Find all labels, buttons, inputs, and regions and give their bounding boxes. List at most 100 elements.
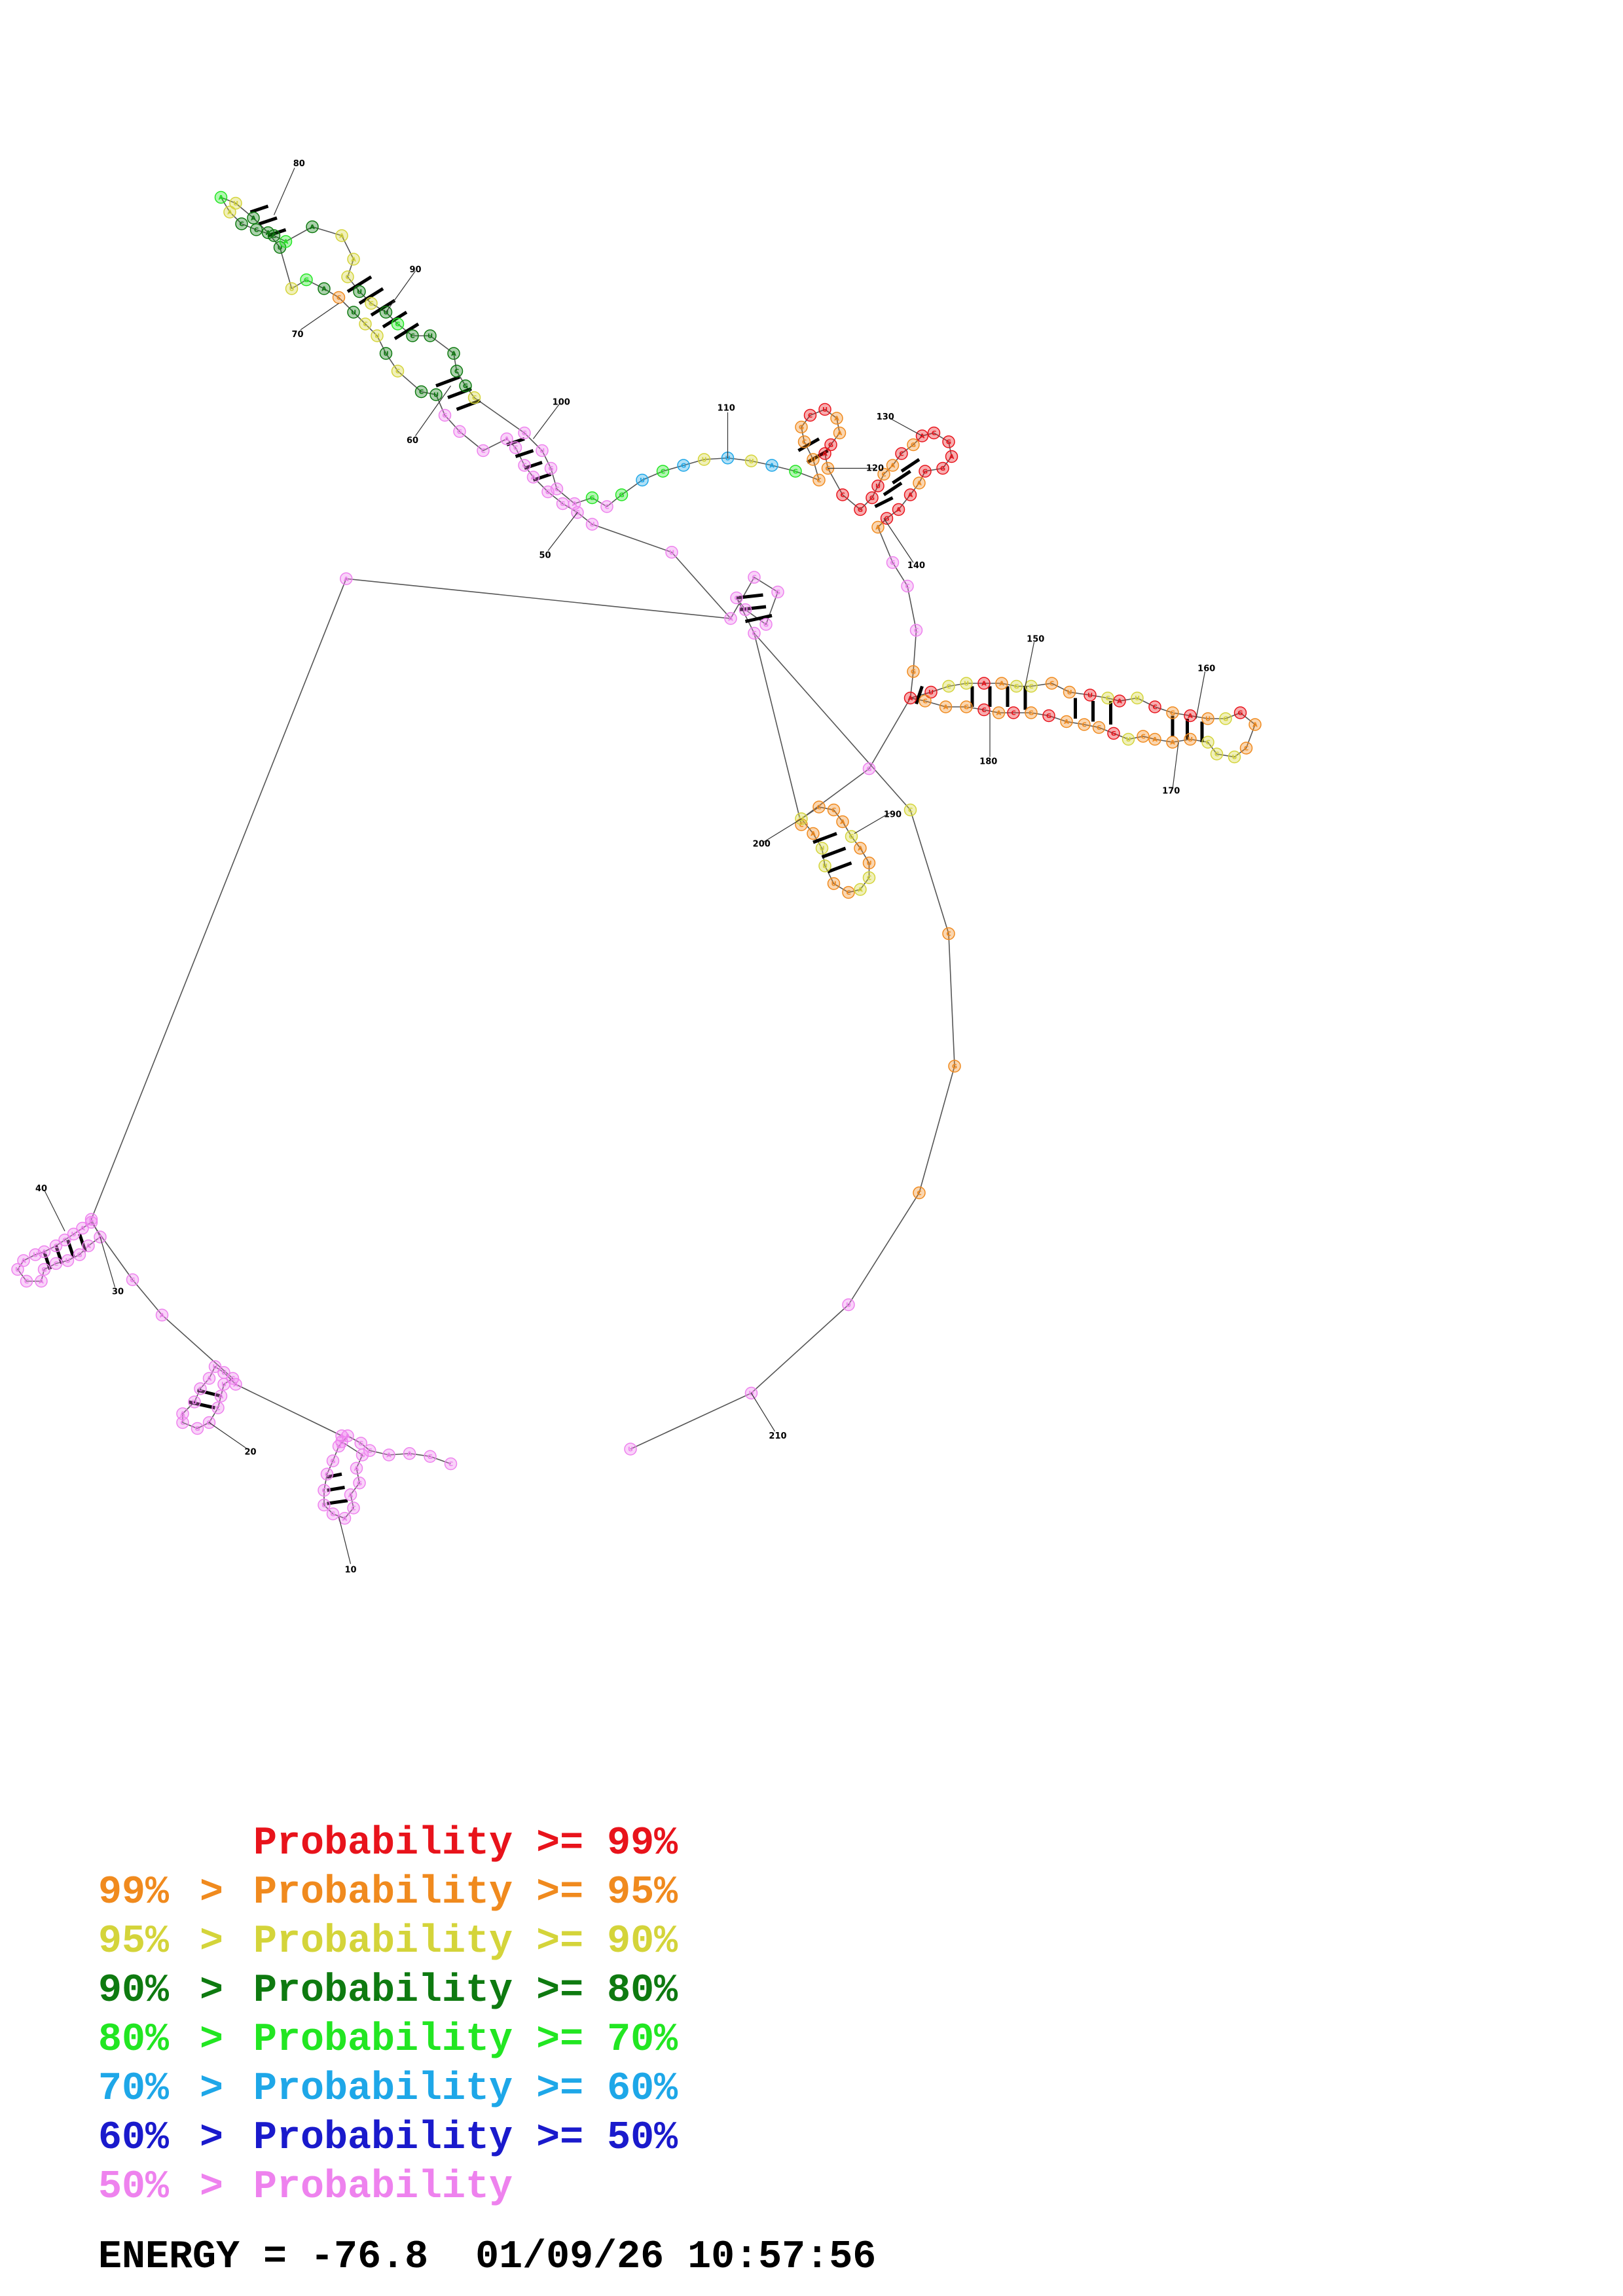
base-pair-bonds [43, 204, 1204, 1505]
tick-line [750, 1393, 776, 1432]
nucleotide-circle [827, 877, 841, 890]
legend-operator: > [200, 2165, 224, 2210]
nucleotide: A [17, 1254, 30, 1267]
nucleotide-circle [1084, 689, 1097, 702]
backbone-segment [17, 1219, 134, 1282]
nucleotide-circle [907, 438, 920, 452]
nucleotide-circle [995, 677, 1008, 690]
nucleotide-letter: G [1223, 716, 1228, 723]
nucleotide: C [211, 1401, 225, 1414]
nucleotide: G [356, 1448, 369, 1462]
nucleotide: A [939, 700, 953, 713]
nucleotide: C [406, 329, 419, 342]
nucleotide: C [927, 426, 941, 440]
nucleotide-circle [226, 1372, 240, 1385]
legend-lower-threshold: 90% [98, 1969, 170, 2013]
legend-lower-threshold: 70% [98, 2067, 170, 2111]
nucleotide-letter: U [1135, 695, 1140, 702]
nucleotide-circle [500, 432, 513, 446]
nucleotide-letter: U [866, 860, 871, 867]
nucleotide-letter: G [548, 465, 553, 473]
nucleotide: G [354, 1437, 367, 1450]
nucleotide-circle [526, 471, 540, 484]
tick-line [763, 818, 802, 843]
nucleotide: C [320, 1467, 334, 1480]
nucleotide-letter: G [1237, 710, 1243, 717]
nucleotide-circle [126, 1273, 139, 1286]
nucleotide: U [208, 1360, 222, 1373]
nucleotide: U [744, 454, 758, 467]
nucleotide-letter: C [802, 439, 807, 446]
base-pair-bond [382, 310, 408, 329]
nucleotide-letter: G [911, 669, 916, 676]
nucleotide: U [217, 1378, 230, 1391]
nucleotide: A [500, 432, 513, 446]
base-pair-bond [812, 832, 837, 844]
nucleotide: C [363, 1444, 376, 1457]
rna-structure-diagram: CGAACGAUGCCUGACAGAGCAAUUACUACGGCAUCAGCAU… [11, 159, 1262, 1575]
nucleotide-circle [191, 1422, 204, 1435]
nucleotide-letter: G [77, 1252, 82, 1259]
nucleotide-circle [836, 488, 849, 501]
nucleotide-circle [1201, 712, 1214, 725]
nucleotide-letter: U [964, 681, 969, 688]
nucleotide-letter: A [531, 475, 536, 482]
nucleotide-letter: U [742, 607, 748, 614]
tick-label: 70 [291, 330, 303, 340]
nucleotide-circle [214, 1390, 228, 1403]
legend-row: 70% > Probability >= 60% [98, 2065, 1342, 2114]
nucleotide: C [730, 591, 743, 605]
nucleotide: A [1184, 709, 1197, 723]
base-pair-bond [821, 846, 847, 859]
nucleotide-circle [444, 1457, 458, 1471]
nucleotide-circle [1210, 747, 1224, 761]
nucleotide: C [748, 571, 761, 584]
nucleotide-letter: C [272, 233, 276, 240]
nucleotide: U [229, 196, 242, 210]
nucleotide-letter: C [752, 575, 756, 582]
nucleotide-letter: G [589, 495, 594, 502]
nucleotide-letter: U [233, 200, 238, 207]
nucleotide-circle [379, 347, 393, 360]
backbone-segment [606, 408, 953, 528]
tick-label: 100 [553, 397, 570, 407]
nucleotide-circle [1042, 709, 1055, 723]
nucleotide-circle [318, 1498, 331, 1512]
timestamp: 01/09/26 10:57:56 [475, 2235, 877, 2280]
nucleotide-letter: C [215, 1405, 220, 1412]
nucleotide: C [895, 447, 908, 460]
nucleotide-circle [58, 1233, 71, 1247]
nucleotide: G [438, 408, 452, 422]
nucleotide: C [913, 1186, 926, 1200]
base-pair-bond [358, 287, 384, 305]
nucleotide-letter: C [454, 368, 459, 376]
nucleotide-circle [467, 391, 481, 404]
nucleotide-letter: U [1188, 736, 1193, 744]
nucleotide-letter: U [383, 310, 388, 317]
nucleotide-circle [730, 591, 743, 605]
legend-label: Probability >= 95% [253, 1871, 678, 1915]
nucleotide-letter: U [628, 1446, 633, 1454]
nucleotide-circle [827, 803, 841, 817]
nucleotide-circle [208, 1360, 222, 1373]
nucleotide-letter: C [840, 492, 845, 499]
nucleotide: U [842, 1298, 855, 1312]
nucleotide-letter: A [339, 1433, 344, 1440]
legend-row: 95% > Probability >= 90% [98, 1918, 1342, 1967]
nucleotide-letter: C [816, 477, 821, 484]
nucleotide-circle [568, 497, 581, 511]
nucleotide-letter: C [946, 683, 951, 691]
nucleotide-circle [854, 503, 867, 516]
nucleotide-circle [977, 703, 991, 717]
nucleotide: U [536, 444, 549, 457]
nucleotide: U [818, 403, 831, 416]
nucleotide: G [326, 1507, 340, 1520]
nucleotide-circle [414, 385, 428, 399]
nucleotide: U [624, 1443, 637, 1456]
nucleotide-letter: A [1064, 719, 1069, 726]
nucleotide: G [771, 585, 784, 599]
nucleotide-letter: G [395, 321, 400, 329]
nucleotide-circle [29, 1248, 42, 1261]
nucleotide-circle [11, 1263, 24, 1276]
nucleotide-letter: C [367, 1448, 372, 1455]
